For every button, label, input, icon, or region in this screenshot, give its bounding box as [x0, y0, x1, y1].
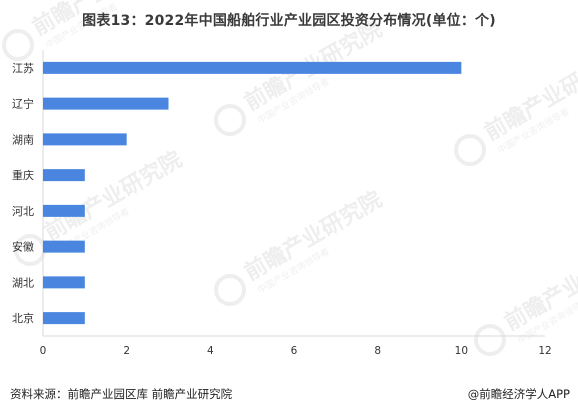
category-label: 重庆 [12, 168, 34, 182]
watermark-logo-icon [214, 104, 246, 136]
x-tick-label: 0 [40, 345, 47, 357]
category-label: 安徽 [12, 240, 34, 254]
x-tick-label: 10 [455, 345, 468, 357]
watermark-logo-icon [474, 324, 506, 356]
bar-1 [43, 61, 462, 74]
watermark-text: 前瞻产业研究院 [40, 146, 186, 246]
watermark-text: 前瞻产业研究院 [240, 186, 386, 286]
x-tick-label: 8 [374, 345, 381, 357]
x-axis-labels: 0 2 4 6 8 10 12 [40, 345, 552, 357]
x-tick-label: 6 [291, 345, 298, 357]
watermark-layer: 前瞻产业研究院中国产业咨询领导者前瞻产业研究院中国产业咨询领导者前瞻产业研究院中… [2, 0, 578, 356]
category-label: 河北 [12, 205, 34, 218]
category-label: 湖南 [12, 133, 34, 146]
bar-5 [43, 204, 85, 217]
watermark-logo-icon [14, 234, 46, 266]
watermark-logo-icon [2, 29, 34, 61]
x-tick-label: 4 [207, 345, 214, 357]
category-label: 湖北 [12, 276, 34, 289]
chart-bars [43, 61, 462, 325]
category-label: 江苏 [12, 62, 34, 75]
bar-7 [43, 276, 85, 289]
brand-handle: @前瞻经济学人APP [467, 387, 570, 401]
bar-3 [43, 133, 127, 146]
x-tick-label: 2 [123, 345, 130, 357]
bar-2 [43, 97, 169, 110]
watermark-logo-icon [214, 274, 246, 306]
watermark-text: 前瞻产业研究院 [500, 236, 578, 336]
bar-8 [43, 312, 85, 325]
bar-6 [43, 240, 85, 253]
category-label: 北京 [12, 311, 34, 325]
source-note: 资料来源：前瞻产业园区库 前瞻产业研究院 [10, 387, 233, 401]
watermark-logo-icon [454, 134, 486, 166]
category-label: 辽宁 [12, 97, 34, 111]
x-tick-label: 12 [538, 345, 551, 357]
chart-title: 图表13：2022年中国船舶行业产业园区投资分布情况(单位：个) [82, 13, 496, 29]
bar-4 [43, 169, 85, 182]
